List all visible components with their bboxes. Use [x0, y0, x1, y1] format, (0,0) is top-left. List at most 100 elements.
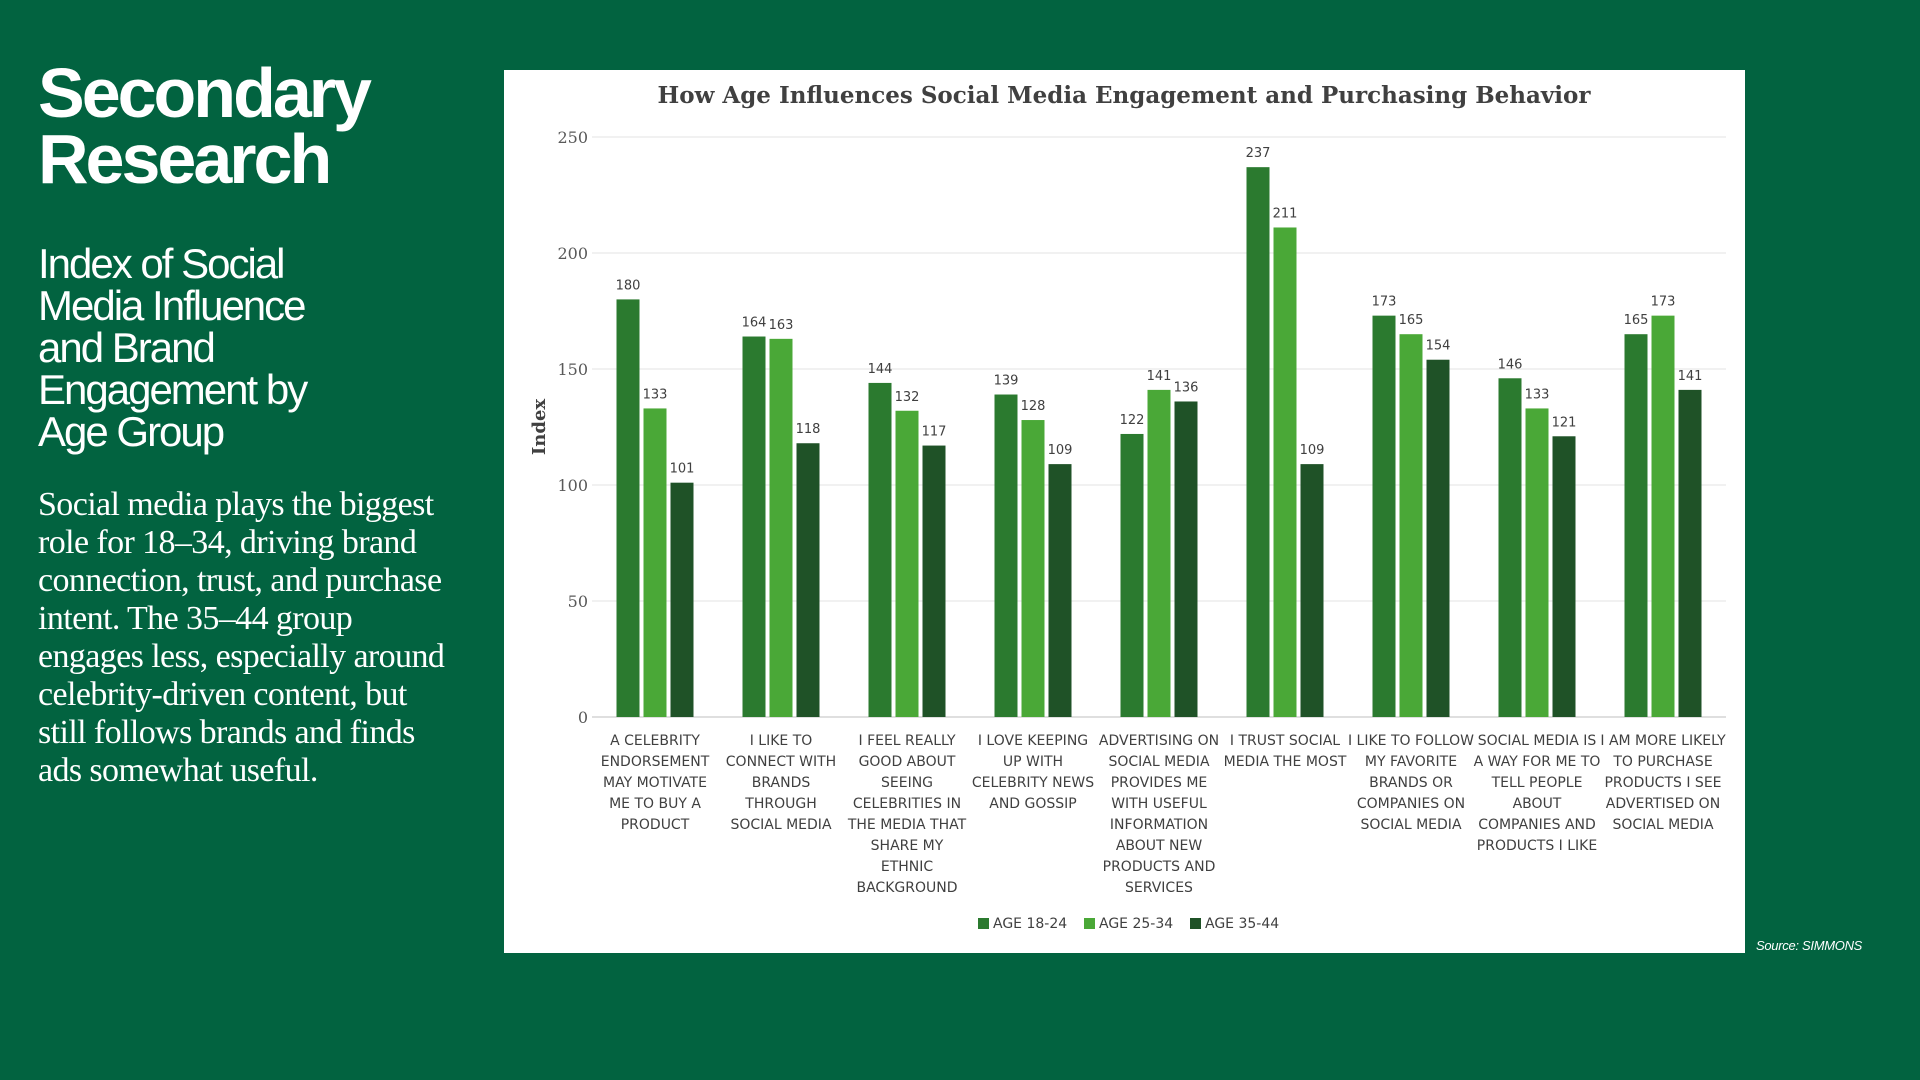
x-tick-label-line: BRANDS: [752, 775, 811, 791]
bar-age-18-24: [868, 382, 892, 717]
legend-swatch: [1190, 918, 1201, 929]
data-label: 165: [1399, 313, 1424, 328]
x-tick-label-line: TELL PEOPLE: [1491, 775, 1583, 791]
x-tick-label-line: THE MEDIA THAT: [847, 817, 967, 833]
y-tick-label: 100: [557, 476, 588, 495]
x-tick-label-line: A CELEBRITY: [610, 733, 700, 749]
data-label: 101: [670, 462, 695, 477]
x-tick-label-line: PRODUCTS I LIKE: [1477, 838, 1597, 854]
source-note: Source: SIMMONS: [1756, 938, 1863, 953]
x-tick-label-line: ETHNIC: [881, 859, 934, 875]
data-label: 141: [1678, 369, 1703, 384]
bar-age-18-24: [1498, 378, 1522, 717]
x-tick-label: A CELEBRITY ENDORSEMENT MAY MOTIVATE ME TO …: [601, 733, 710, 833]
x-tick-label: SOCIAL MEDIA IS A WAY FOR ME TO TELL PEOPL…: [1474, 733, 1601, 854]
x-tick-label-line: I FEEL REALLY: [858, 733, 955, 749]
data-label: 121: [1552, 415, 1577, 430]
bar-age-25-34: [1525, 408, 1549, 717]
data-label: 237: [1246, 146, 1271, 161]
x-tick-label-line: I LIKE TO: [750, 733, 813, 749]
x-tick-label-line: COMPANIES AND: [1478, 817, 1596, 833]
bar-age-25-34: [1021, 420, 1045, 717]
x-tick-label-line: ABOUT: [1513, 796, 1562, 812]
data-label: 133: [1525, 387, 1550, 402]
x-tick-label-line: ADVERTISED ON: [1606, 796, 1720, 812]
data-label: 136: [1174, 380, 1199, 395]
chart-title: How Age Influences Social Media Engageme…: [658, 82, 1592, 109]
data-label: 180: [616, 278, 641, 293]
data-label: 141: [1147, 369, 1172, 384]
x-tick-label: I AM MORE LIKELY TO PURCHASE PRODUCTS I SE…: [1600, 733, 1726, 833]
bar-age-25-34: [643, 408, 667, 717]
slide-subtitle: Index of Social Media Influence and Bran…: [38, 240, 308, 455]
bar-age-25-34: [1147, 389, 1171, 717]
x-tick-label-line: AND GOSSIP: [989, 796, 1077, 812]
legend-swatch: [978, 918, 989, 929]
bar-age-18-24: [1372, 315, 1396, 717]
bar-age-25-34: [1651, 315, 1675, 717]
x-tick-label-line: CONNECT WITH: [726, 754, 836, 770]
bar-age-35-44: [1678, 389, 1702, 717]
x-tick-label-line: PRODUCT: [621, 817, 690, 833]
bar-age-18-24: [1120, 433, 1144, 717]
data-label: 139: [994, 374, 1019, 389]
bar-age-18-24: [742, 336, 766, 717]
legend-label: AGE 35-44: [1205, 916, 1279, 932]
data-label: 173: [1372, 295, 1397, 310]
data-label: 128: [1021, 399, 1046, 414]
bar-age-25-34: [1399, 334, 1423, 717]
chart-panel: How Age Influences Social Media Engageme…: [504, 70, 1745, 953]
x-tick-label: I LIKE TO CONNECT WITH BRANDS THROUGH SOCIAL…: [726, 733, 836, 833]
x-tick-label-line: PROVIDES ME: [1111, 775, 1208, 791]
slide-title-line2: Research: [38, 120, 332, 198]
bar-age-18-24: [1624, 334, 1648, 717]
bar-age-18-24: [616, 299, 640, 717]
bar-age-35-44: [922, 445, 946, 717]
y-tick-label: 200: [557, 244, 588, 263]
slide-title-line1: Secondary: [38, 54, 372, 132]
bar-age-18-24: [994, 394, 1018, 717]
data-label: 163: [769, 318, 794, 333]
x-tick-label-line: PRODUCTS AND: [1103, 859, 1216, 875]
data-label: 164: [742, 316, 767, 331]
y-tick-label: 150: [557, 360, 588, 379]
x-tick-label-line: SERVICES: [1125, 880, 1193, 896]
x-tick-label-line: A WAY FOR ME TO: [1474, 754, 1601, 770]
x-tick-label-line: I LIKE TO FOLLOW: [1348, 733, 1474, 749]
data-label: 154: [1426, 339, 1451, 354]
x-tick-label-line: TO PURCHASE: [1612, 754, 1712, 770]
data-label: 132: [895, 390, 920, 405]
bar-age-25-34: [1273, 227, 1297, 718]
x-tick-label: I LOVE KEEPING UP WITH CELEBRITY NEWS AND G…: [972, 733, 1094, 812]
x-tick-label-line: ADVERTISING ON: [1099, 733, 1219, 749]
bar-age-35-44: [1552, 436, 1576, 717]
legend-label: AGE 25-34: [1099, 916, 1173, 932]
slide-body-text: Social media plays the biggest role for …: [38, 486, 445, 789]
x-tick-label-line: MY FAVORITE: [1365, 754, 1457, 770]
legend-swatch: [1084, 918, 1095, 929]
bar-age-35-44: [796, 443, 820, 717]
data-label: 118: [796, 422, 821, 437]
x-tick-label: ADVERTISING ON SOCIAL MEDIA PROVIDES ME WIT…: [1099, 733, 1219, 896]
x-tick-label-line: I AM MORE LIKELY: [1600, 733, 1726, 749]
legend-label: AGE 18-24: [993, 916, 1067, 932]
x-tick-label: I LIKE TO FOLLOW MY FAVORITE BRANDS OR COMP…: [1348, 733, 1474, 833]
data-label: 211: [1273, 206, 1298, 221]
bar-age-18-24: [1246, 167, 1270, 717]
x-tick-label-line: BRANDS OR: [1369, 775, 1453, 791]
data-label: 146: [1498, 357, 1523, 372]
bar-age-25-34: [895, 410, 919, 717]
x-tick-label-line: PRODUCTS I SEE: [1604, 775, 1721, 791]
x-tick-label-line: I LOVE KEEPING: [978, 733, 1088, 749]
x-tick-label-line: SHARE MY: [871, 838, 944, 854]
x-tick-label-line: SOCIAL MEDIA: [1108, 754, 1209, 770]
x-tick-label-line: ME TO BUY A: [609, 796, 701, 812]
data-label: 165: [1624, 313, 1649, 328]
y-tick-label: 50: [568, 592, 588, 611]
x-tick-label-line: WITH USEFUL: [1111, 796, 1207, 812]
y-axis-label: Index: [529, 399, 550, 456]
x-tick-label-line: ABOUT NEW: [1116, 838, 1203, 854]
data-label: 144: [868, 362, 893, 377]
y-tick-label: 250: [557, 128, 588, 147]
x-tick-label-line: UP WITH: [1003, 754, 1063, 770]
